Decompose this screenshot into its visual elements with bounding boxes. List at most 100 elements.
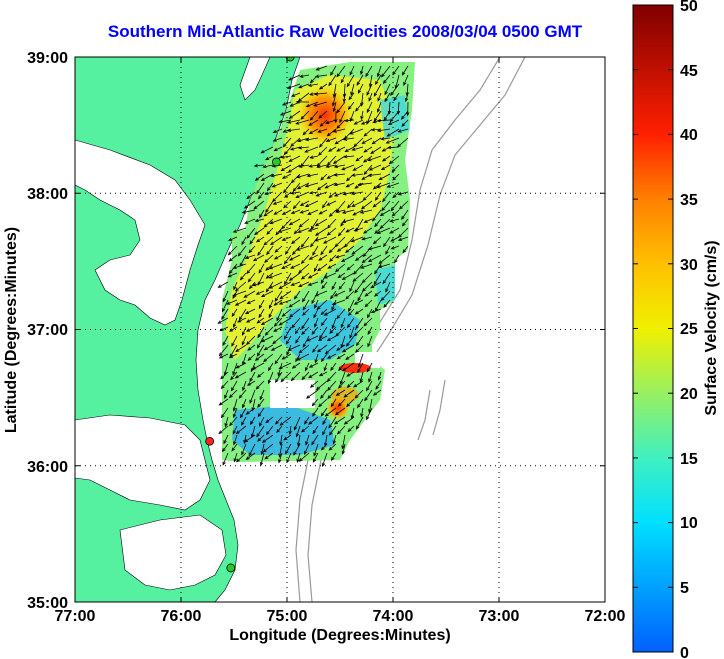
velocity-arrowhead xyxy=(314,267,318,273)
velocity-arrow xyxy=(346,74,355,87)
velocity-arrow xyxy=(233,290,247,296)
velocity-arrowhead xyxy=(262,448,267,453)
velocity-arrowhead xyxy=(319,335,323,340)
velocity-arrow xyxy=(287,119,301,124)
velocity-arrowhead xyxy=(294,295,298,300)
velocity-arrow xyxy=(244,434,256,443)
velocity-arrowhead xyxy=(265,208,269,214)
velocity-arrowhead xyxy=(328,446,333,451)
velocity-arrow xyxy=(337,425,346,435)
velocity-arrowhead xyxy=(324,185,329,189)
velocity-arrow xyxy=(364,218,373,223)
velocity-arrowhead xyxy=(339,119,343,124)
velocity-arrowhead xyxy=(374,223,378,228)
velocity-arrow xyxy=(291,173,301,183)
velocity-arrow xyxy=(295,335,301,344)
velocity-arrow xyxy=(297,182,310,190)
velocity-arrowhead xyxy=(288,430,292,436)
velocity-arrow xyxy=(402,245,409,253)
velocity-arrow xyxy=(361,119,373,125)
velocity-arrow xyxy=(272,335,283,344)
velocity-arrowhead xyxy=(269,220,274,225)
velocity-arrowhead xyxy=(354,289,359,294)
velocity-arrow xyxy=(368,398,373,413)
velocity-arrow xyxy=(297,227,310,233)
velocity-arrow xyxy=(329,209,337,217)
velocity-arrowhead xyxy=(361,237,366,241)
velocity-arrow xyxy=(338,398,346,407)
velocity-arrow xyxy=(300,74,310,78)
velocity-arrow xyxy=(335,254,346,258)
velocity-arrow xyxy=(284,254,292,264)
velocity-arrow xyxy=(348,92,355,100)
velocity-arrowhead xyxy=(307,228,312,232)
velocity-arrow xyxy=(293,200,301,209)
velocity-arrowhead xyxy=(363,170,368,175)
velocity-arrow xyxy=(241,335,247,345)
velocity-arrowhead xyxy=(256,319,261,324)
velocity-arrow xyxy=(312,245,319,256)
velocity-arrowhead xyxy=(265,156,270,161)
velocity-arrow xyxy=(254,227,265,235)
velocity-arrow xyxy=(345,119,355,122)
velocity-arrowhead xyxy=(244,220,249,224)
velocity-arrowhead xyxy=(319,122,324,127)
velocity-arrowhead xyxy=(335,209,340,214)
velocity-arrowhead xyxy=(278,322,283,326)
velocity-arrow xyxy=(378,263,391,268)
velocity-arrow xyxy=(372,200,382,208)
velocity-arrow xyxy=(285,443,292,454)
velocity-arrowhead xyxy=(326,378,331,383)
velocity-arrowhead xyxy=(314,238,319,242)
velocity-arrow xyxy=(381,164,391,170)
velocity-arrowhead xyxy=(308,364,313,368)
velocity-arrow xyxy=(308,281,319,286)
velocity-arrow xyxy=(349,110,355,122)
velocity-arrow xyxy=(334,173,346,176)
velocity-arrow xyxy=(305,362,310,371)
velocity-arrow xyxy=(279,290,292,300)
velocity-arrowhead xyxy=(328,249,333,254)
velocity-arrow xyxy=(370,146,382,154)
velocity-arrowhead xyxy=(320,357,325,363)
velocity-arrowhead xyxy=(331,285,335,291)
velocity-arrow xyxy=(378,254,391,264)
velocity-arrow xyxy=(322,452,328,467)
velocity-arrow xyxy=(279,362,292,369)
velocity-arrow xyxy=(265,263,274,271)
velocity-arrowhead xyxy=(246,341,250,346)
velocity-arrow xyxy=(323,236,337,244)
velocity-arrow xyxy=(342,434,346,449)
velocity-arrow xyxy=(281,218,292,229)
velocity-arrowhead xyxy=(256,190,260,195)
velocity-arrow xyxy=(328,146,337,152)
velocity-arrow xyxy=(269,263,283,270)
velocity-arrowhead xyxy=(283,204,288,209)
velocity-arrowhead xyxy=(347,428,352,433)
colorbar-ticks xyxy=(633,4,673,653)
velocity-arrow xyxy=(323,362,328,371)
velocity-arrow xyxy=(392,65,400,75)
colorbar-tick-labels: 50 45 40 35 30 25 20 15 10 5 0 xyxy=(680,0,698,659)
velocity-arrowhead xyxy=(246,382,252,386)
velocity-arrowhead xyxy=(288,303,293,308)
velocity-arrowhead xyxy=(241,241,245,246)
velocity-arrowhead xyxy=(396,110,401,116)
velocity-arrowhead xyxy=(276,317,280,322)
velocity-arrow xyxy=(231,380,238,391)
velocity-arrowhead xyxy=(232,265,237,269)
velocity-arrowhead xyxy=(224,394,228,400)
velocity-arrow xyxy=(332,92,337,106)
velocity-arrow xyxy=(327,227,337,236)
velocity-arrow xyxy=(274,299,283,306)
velocity-arrow xyxy=(319,137,328,148)
velocity-arrowhead xyxy=(386,133,391,137)
velocity-arrowhead xyxy=(304,184,310,188)
x-tick-label: 75:00 xyxy=(267,608,308,625)
velocity-arrow xyxy=(220,326,229,332)
velocity-arrow xyxy=(250,362,256,372)
velocity-arrow xyxy=(331,317,337,329)
velocity-arrowhead xyxy=(316,164,321,169)
velocity-arrowhead xyxy=(254,231,259,236)
velocity-arrow xyxy=(255,353,265,361)
